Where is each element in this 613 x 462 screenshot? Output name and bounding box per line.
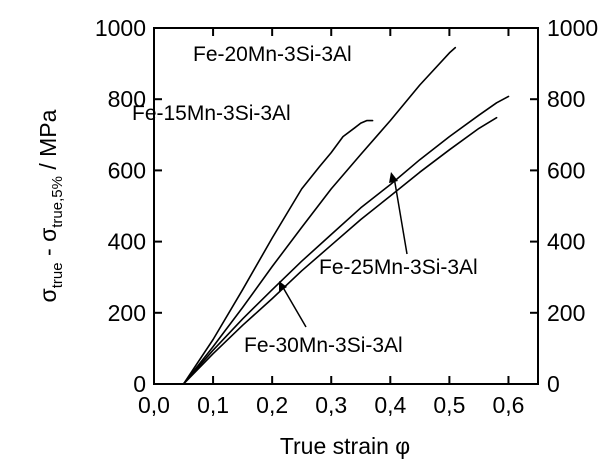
x-tick-label: 0,3	[315, 392, 347, 418]
y-tick-label: 0	[133, 371, 146, 397]
x-tick-label: 0,2	[256, 392, 288, 418]
x-tick-label: 0,5	[433, 392, 465, 418]
y-axis-title: σtrue - σtrue,5% / MPa	[35, 109, 66, 302]
y-tick-label-right: 600	[547, 157, 585, 183]
x-tick-label: 0,1	[197, 392, 229, 418]
y-tick-label-right: 400	[547, 229, 585, 255]
y-axis-sigma-1: σ	[35, 288, 61, 302]
series-line-0	[182, 119, 374, 385]
y-tick-label-right: 0	[547, 371, 560, 397]
series-group	[182, 46, 510, 385]
y-axis-unit: / MPa	[35, 109, 61, 176]
x-axis-title: True strain φ	[280, 433, 410, 459]
label-fe-25mn: Fe-25Mn-3Si-3Al	[319, 256, 478, 279]
y-axis-minus-sigma: - σ	[35, 228, 61, 263]
y-tick-label: 800	[108, 86, 146, 112]
arrowhead-fe-30mn	[279, 281, 287, 292]
y-tick-label-right: 200	[547, 300, 585, 326]
series-line-2	[182, 95, 510, 385]
label-fe-30mn: Fe-30Mn-3Si-3Al	[244, 334, 403, 357]
label-fe-15mn: Fe-15Mn-3Si-3Al	[132, 102, 291, 125]
series-line-3	[182, 116, 498, 385]
plot-frame	[153, 27, 539, 385]
y-tick-label-right: 1000	[547, 15, 598, 41]
x-tick-label: 0,4	[374, 392, 406, 418]
y-tick-label: 200	[108, 300, 146, 326]
y-tick-label-right: 800	[547, 86, 585, 112]
pointer-fe-30mn	[280, 283, 307, 328]
ticks-group: 0,0 0,1 0,2 0,3 0,4 0,5 0,6 0 0 200 200 400 400 600 60…	[95, 15, 598, 418]
y-tick-label: 600	[108, 157, 146, 183]
arrowhead-fe-25mn	[389, 172, 398, 183]
x-tick-label: 0,0	[138, 392, 170, 418]
pointer-fe-25mn	[393, 176, 408, 255]
y-tick-label: 400	[108, 229, 146, 255]
y-axis-sub-1: true	[49, 262, 66, 288]
y-axis-sub-2: true,5%	[49, 176, 66, 228]
series-line-1	[182, 46, 457, 385]
label-fe-20mn: Fe-20Mn-3Si-3Al	[193, 43, 352, 66]
x-tick-label: 0,6	[492, 392, 524, 418]
y-tick-label: 1000	[95, 15, 146, 41]
